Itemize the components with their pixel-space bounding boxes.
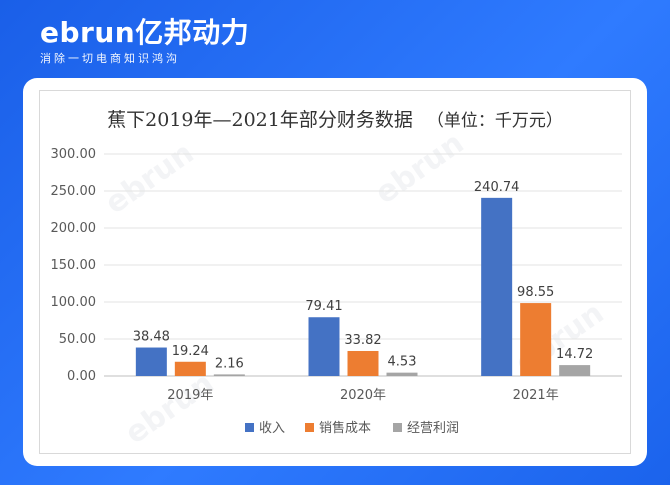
data-label: 98.55 — [517, 285, 554, 300]
chart-title-text: 蕉下2019年—2021年部分财务数据 — [107, 109, 413, 131]
data-label: 14.72 — [556, 347, 593, 362]
y-tick-label: 200.00 — [51, 221, 97, 236]
x-tick-label: 2020年 — [340, 388, 386, 403]
brand-name: ebrun亿邦动力 — [40, 16, 250, 49]
y-tick-label: 150.00 — [51, 258, 97, 273]
chart-card: ebrun ebrun ebrun ebrun 蕉下2019年—2021年部分财… — [23, 78, 647, 466]
bar — [559, 365, 591, 376]
data-label: 19.24 — [172, 344, 209, 359]
y-tick-label: 300.00 — [51, 147, 97, 162]
bar — [174, 361, 206, 376]
data-label: 38.48 — [133, 330, 170, 345]
x-tick-label: 2021年 — [513, 388, 559, 403]
y-tick-label: 50.00 — [59, 332, 96, 347]
data-label: 4.53 — [388, 355, 417, 370]
y-tick-label: 0.00 — [67, 369, 96, 384]
y-tick-label: 250.00 — [51, 184, 97, 199]
data-label: 240.74 — [474, 180, 519, 195]
y-tick-label: 100.00 — [51, 295, 97, 310]
chart-title: 蕉下2019年—2021年部分财务数据 （单位：千万元） — [40, 105, 630, 132]
bar — [386, 372, 418, 376]
data-label: 33.82 — [344, 333, 381, 348]
legend-swatch — [305, 423, 314, 432]
bar — [481, 197, 513, 376]
x-tick-label: 2019年 — [167, 388, 213, 403]
bar-chart: 0.00 50.00 100.00 150.00 200.00 250.00 300.00 3… — [51, 147, 622, 436]
legend-label: 收入 — [259, 421, 285, 436]
brand-logo: ebrun亿邦动力 消除一切电商知识鸿沟 — [40, 18, 249, 66]
bar — [347, 350, 379, 376]
chart-frame: ebrun ebrun ebrun ebrun 蕉下2019年—2021年部分财… — [39, 90, 631, 454]
bar — [520, 303, 552, 376]
legend-label: 经营利润 — [407, 421, 459, 436]
data-label: 2.16 — [215, 356, 244, 371]
chart-unit: （单位：千万元） — [426, 111, 563, 131]
legend-label: 销售成本 — [319, 420, 371, 436]
legend-swatch — [245, 423, 254, 432]
bar — [308, 317, 340, 376]
bar — [135, 347, 167, 376]
brand-tagline: 消除一切电商知识鸿沟 — [40, 52, 180, 65]
legend-swatch — [393, 423, 402, 432]
data-label: 79.41 — [305, 299, 342, 314]
bar — [213, 374, 245, 376]
